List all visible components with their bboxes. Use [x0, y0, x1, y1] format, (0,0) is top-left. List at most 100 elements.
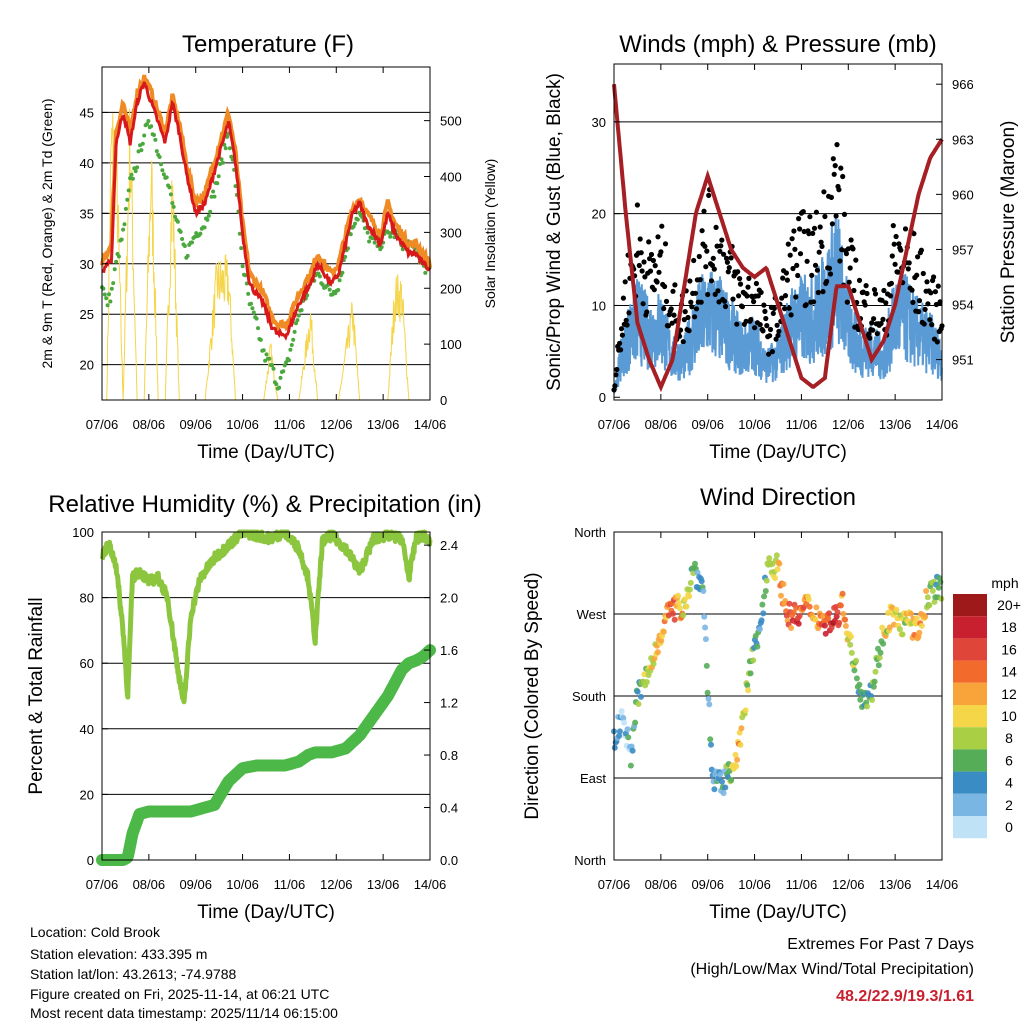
wind-direction-y-tick-label: North	[574, 853, 606, 868]
gust-point	[867, 335, 873, 341]
wind-direction-x-tick-label: 12/06	[832, 877, 865, 892]
direction-point	[825, 615, 832, 622]
gust-point	[836, 187, 842, 193]
direction-point	[918, 622, 925, 629]
gust-point	[924, 279, 930, 285]
gust-point	[761, 302, 767, 308]
gust-point	[651, 287, 657, 293]
dewpoint-point	[423, 270, 428, 275]
gust-point	[612, 383, 618, 389]
dewpoint-point	[126, 188, 131, 193]
dewpoint-point	[294, 321, 298, 326]
gust-point	[623, 317, 629, 323]
dewpoint-point	[111, 281, 116, 286]
dewpoint-point	[229, 154, 234, 159]
gust-point	[847, 265, 853, 271]
gust-point	[745, 284, 751, 290]
gust-point	[704, 248, 710, 254]
gust-point	[692, 290, 699, 296]
gust-point	[767, 326, 774, 333]
dewpoint-point	[164, 175, 169, 180]
gust-point	[638, 250, 644, 256]
gust-point	[716, 299, 722, 305]
gust-point	[804, 258, 810, 264]
gust-point	[786, 305, 792, 311]
gust-point	[682, 309, 688, 315]
direction-point	[686, 593, 693, 600]
rh-precip-y-tick-label: 0	[87, 853, 94, 868]
direction-point	[747, 670, 754, 677]
gust-point	[636, 262, 642, 269]
direction-point	[687, 579, 694, 586]
dewpoint-point	[157, 155, 162, 159]
dewpoint-point	[206, 213, 211, 218]
gust-point	[932, 289, 939, 295]
direction-point	[670, 610, 676, 617]
gust-point	[735, 269, 741, 275]
wind-pressure-x-tick-label: 11/06	[786, 417, 818, 432]
gust-point	[820, 289, 826, 295]
gust-point	[708, 278, 715, 284]
gust-point	[699, 228, 705, 234]
gust-point	[751, 299, 757, 305]
gust-point	[915, 254, 921, 260]
direction-point	[701, 613, 708, 620]
footer-timestamp: Most recent data timestamp: 2025/11/14 0…	[30, 1005, 338, 1021]
temperature-y2-tick-label: 100	[440, 337, 462, 352]
dewpoint-point	[149, 124, 154, 129]
dewpoint-point	[292, 329, 297, 334]
rh-precip-x-tick-label: 07/06	[86, 877, 119, 892]
wind-direction-y-axis-label: Direction (Colored By Speed)	[522, 572, 543, 819]
rh-precip-x-tick-label: 10/06	[226, 877, 259, 892]
gust-point	[791, 228, 797, 234]
temperature-y-tick-label: 30	[80, 257, 94, 272]
gust-point	[737, 281, 744, 287]
dewpoint-point	[139, 148, 144, 153]
gust-point	[624, 322, 630, 328]
gust-point	[763, 315, 769, 322]
rh-precip-y-axis-label: Percent & Total Rainfall	[26, 597, 47, 794]
dewpoint-point	[246, 291, 251, 296]
direction-point	[706, 701, 713, 708]
direction-point	[778, 592, 784, 599]
gust-point	[782, 293, 789, 299]
gust-point	[864, 290, 870, 297]
wind-line	[613, 215, 943, 394]
gust-point	[757, 322, 763, 328]
direction-point	[842, 616, 849, 623]
gust-point	[650, 257, 657, 264]
dewpoint-point	[278, 375, 283, 380]
gust-point	[916, 298, 923, 304]
dewpoint-point	[216, 174, 221, 179]
legend-label: 16	[1001, 641, 1017, 657]
temperature-x-tick-label: 11/06	[274, 417, 306, 432]
direction-point	[618, 708, 625, 715]
direction-point	[893, 606, 900, 613]
legend-swatch	[953, 749, 987, 772]
gust-point	[846, 279, 852, 285]
dewpoint-point	[208, 209, 213, 214]
gust-point	[785, 241, 791, 247]
gust-point	[770, 310, 776, 316]
rh-precip-y-tick-label: 40	[80, 722, 94, 737]
gust-point	[691, 257, 697, 264]
gust-point	[775, 332, 781, 339]
gust-point	[697, 277, 703, 283]
gust-point	[752, 325, 758, 331]
dewpoint-point	[249, 301, 253, 306]
gust-point	[753, 280, 760, 287]
dewpoint-point	[372, 240, 377, 245]
gust-point	[634, 202, 641, 208]
direction-point	[627, 762, 634, 769]
gust-point	[824, 278, 830, 284]
gust-point	[898, 247, 904, 253]
dewpoint-point	[258, 337, 263, 342]
dewpoint-point	[227, 146, 232, 151]
dewpoint-point	[125, 197, 130, 202]
gust-point	[878, 320, 884, 327]
rh-precip-x-tick-label: 09/06	[179, 877, 212, 892]
gust-point	[712, 291, 718, 297]
gust-point	[696, 253, 702, 260]
direction-point	[719, 778, 725, 785]
dewpoint-point	[353, 221, 357, 226]
